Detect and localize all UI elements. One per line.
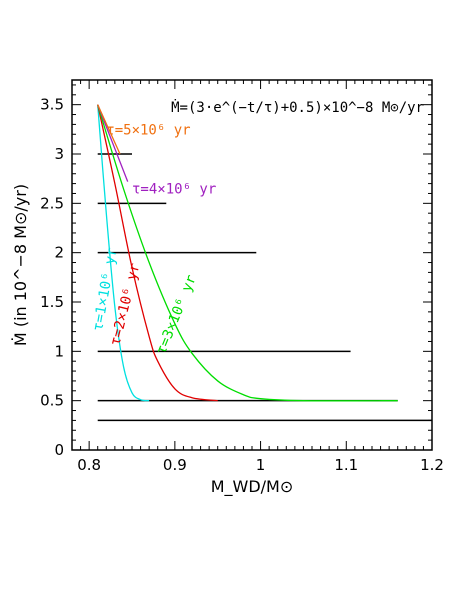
series-label-3: τ=4×10⁶ yr — [132, 181, 216, 197]
series-line-1 — [97, 104, 218, 402]
y-tick-label-4: 2 — [54, 244, 64, 262]
x-tick-label-0: 0.8 — [77, 456, 101, 474]
x-tick-label-4: 1.2 — [420, 456, 444, 474]
series-label-4: τ=5×10⁶ yr — [106, 122, 190, 138]
y-tick-label-7: 3.5 — [40, 96, 64, 114]
series-line-2 — [97, 104, 398, 402]
y-tick-label-5: 2.5 — [40, 194, 64, 212]
series-lines — [97, 104, 398, 402]
y-tick-label-3: 1.5 — [40, 293, 64, 311]
x-tick-label-2: 1 — [256, 456, 266, 474]
x-tick-label-3: 1.1 — [334, 456, 358, 474]
plot-frame — [71, 79, 433, 451]
formula-annotation: Ṁ=(3·e^(−t/τ)+0.5)×10^−8 M⊙/yr — [171, 98, 424, 116]
series-line-4 — [97, 104, 121, 155]
y-tick-label-2: 1 — [54, 342, 64, 360]
y-tick-label-1: 0.5 — [40, 392, 64, 410]
x-tick-label-1: 0.9 — [163, 456, 187, 474]
y-axis-title: Ṁ (in 10^−8 M⊙/yr) — [11, 184, 30, 346]
series-label-2: τ=3×10⁶ yr — [153, 273, 199, 357]
x-axis-title: M_WD/M⊙ — [211, 477, 294, 497]
tick-labels: 0.8 0.9 1 1.1 1.2 0 0.5 1 1.5 2 2.5 3 3.5 — [40, 96, 444, 474]
y-tick-label-6: 3 — [54, 145, 64, 163]
series-line-0 — [97, 104, 150, 402]
series-line-3 — [97, 104, 129, 182]
y-tick-label-0: 0 — [54, 441, 64, 459]
